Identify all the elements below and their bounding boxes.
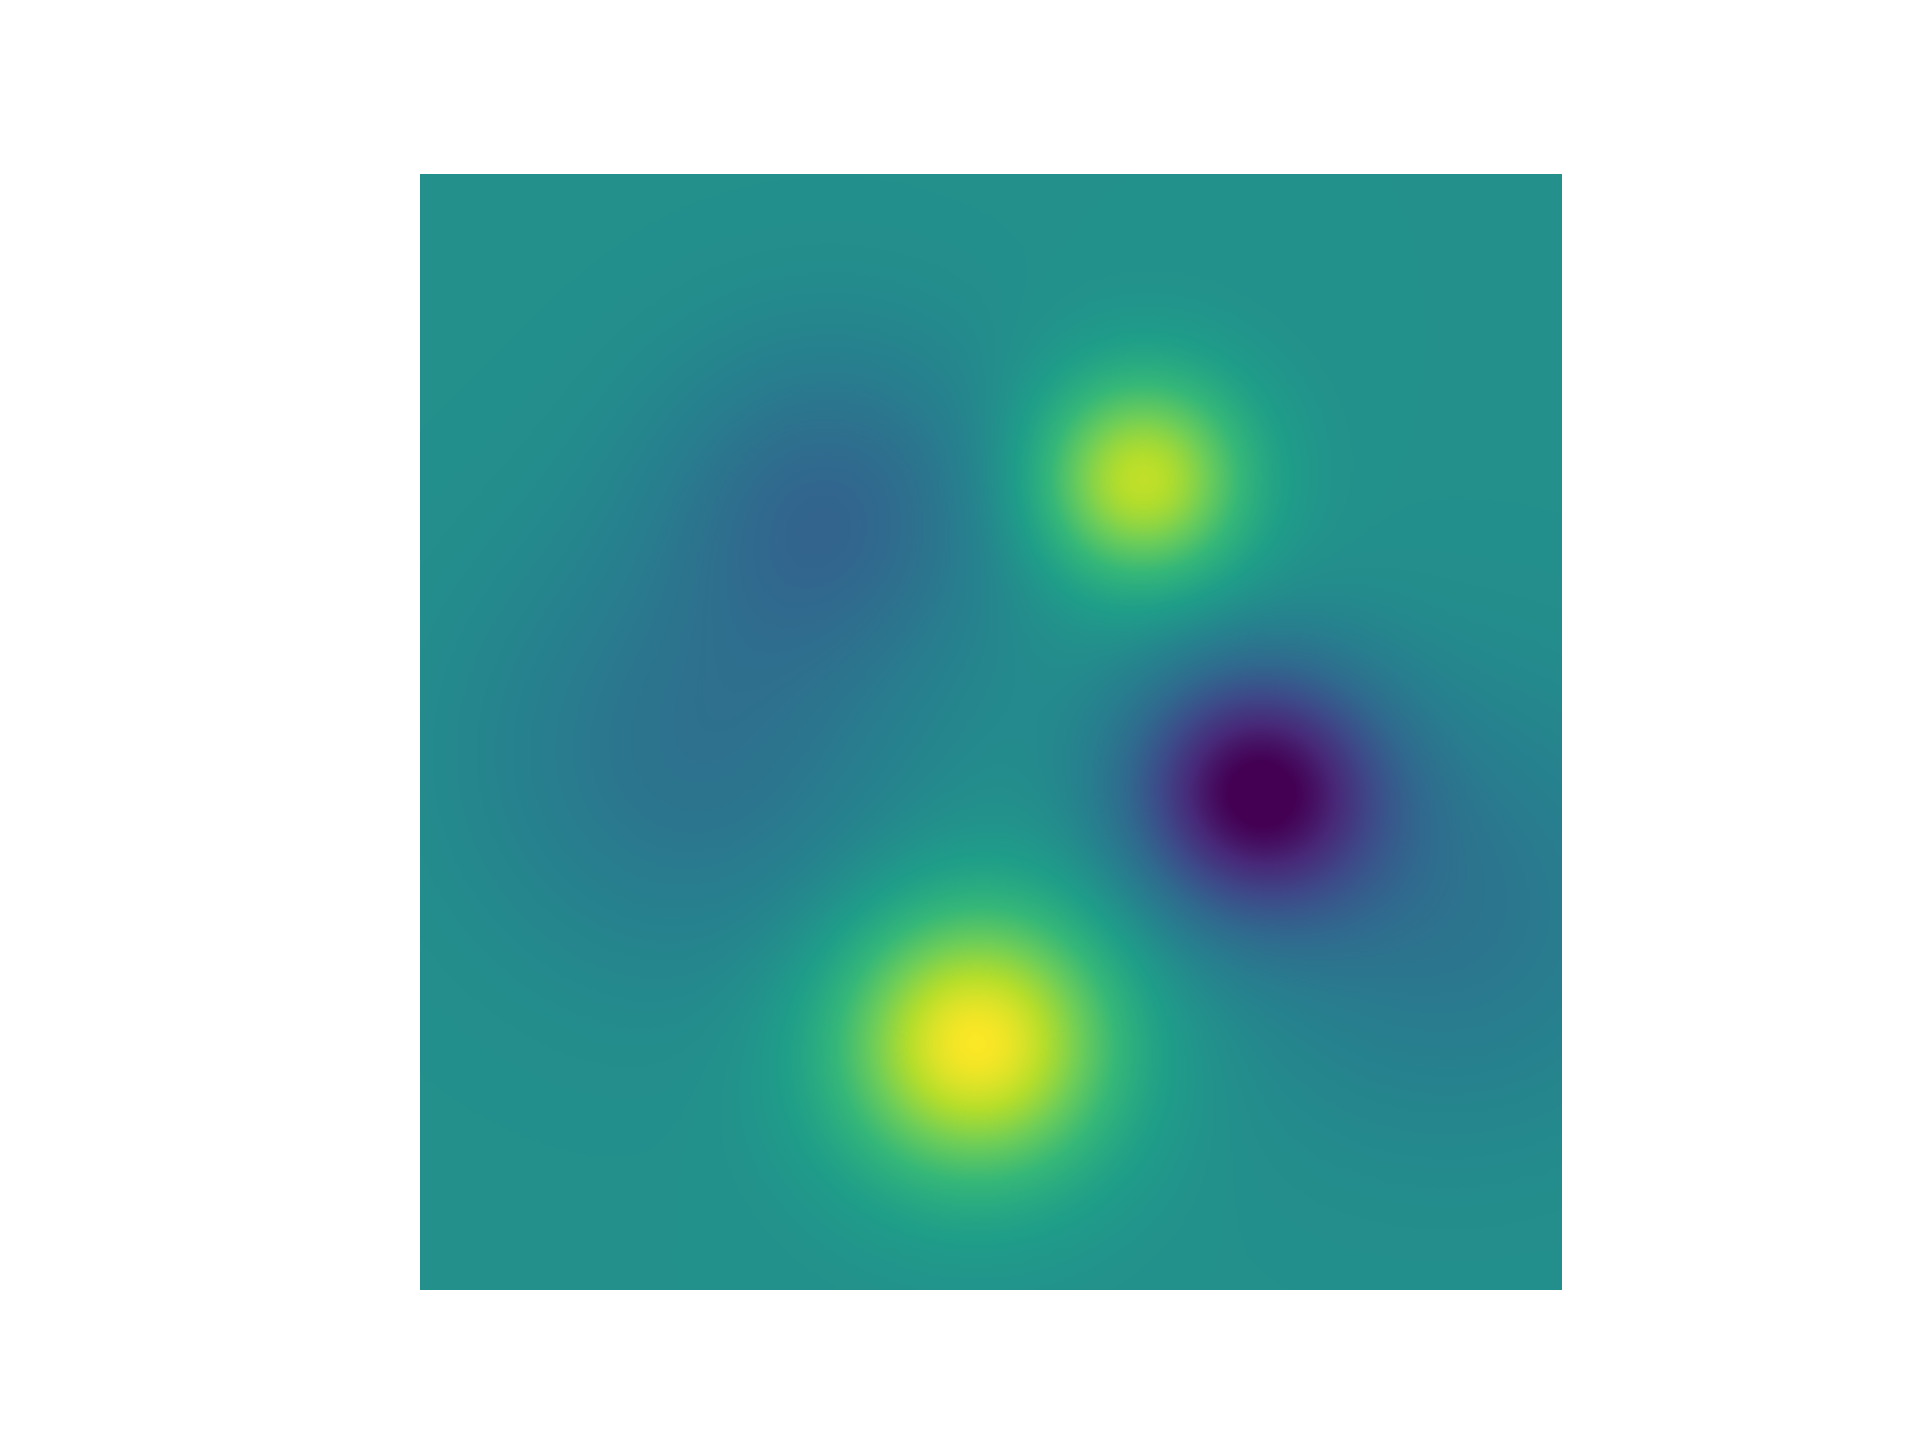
heatmap-image — [420, 174, 1562, 1290]
